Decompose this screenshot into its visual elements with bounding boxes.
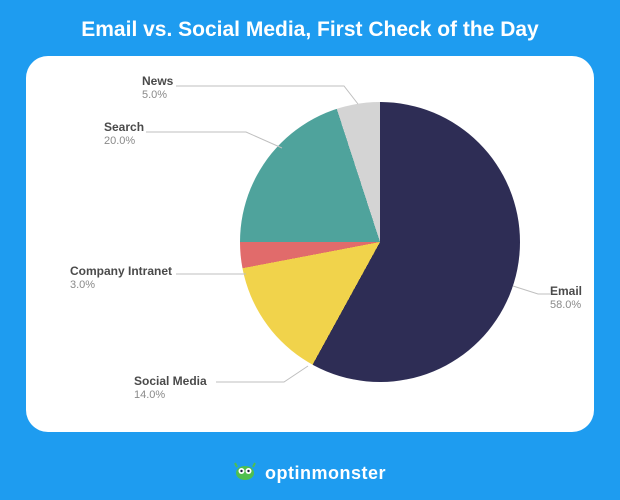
label-email-pct: 58.0% — [550, 299, 582, 313]
label-news: News 5.0% — [142, 74, 173, 103]
chart-panel: Email 58.0% Social Media 14.0% Company I… — [26, 56, 594, 432]
label-social: Social Media 14.0% — [134, 374, 207, 403]
page-title: Email vs. Social Media, First Check of t… — [0, 0, 620, 42]
label-social-name: Social Media — [134, 374, 207, 389]
label-news-pct: 5.0% — [142, 89, 173, 103]
label-search-name: Search — [104, 120, 144, 135]
label-email-name: Email — [550, 284, 582, 299]
chart-wrap: Email 58.0% Social Media 14.0% Company I… — [26, 56, 594, 432]
leader-lines — [26, 56, 594, 432]
label-news-name: News — [142, 74, 173, 89]
monster-icon — [234, 461, 256, 486]
label-intranet: Company Intranet 3.0% — [70, 264, 172, 293]
label-search-pct: 20.0% — [104, 135, 144, 149]
page-root: Email vs. Social Media, First Check of t… — [0, 0, 620, 500]
label-search: Search 20.0% — [104, 120, 144, 149]
label-email: Email 58.0% — [550, 284, 582, 313]
label-intranet-pct: 3.0% — [70, 279, 172, 293]
label-social-pct: 14.0% — [134, 389, 207, 403]
footer-brand: optinmonster — [265, 463, 386, 483]
label-intranet-name: Company Intranet — [70, 264, 172, 279]
footer: optinmonster — [0, 461, 620, 486]
